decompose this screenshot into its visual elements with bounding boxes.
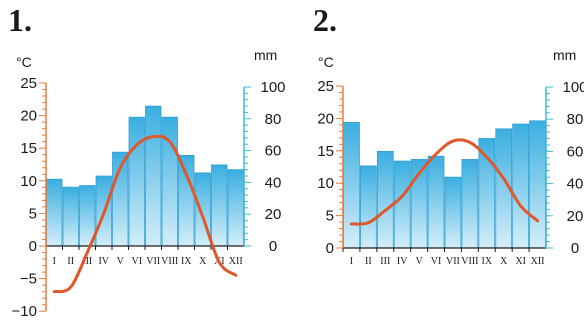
precipitation-bar <box>178 154 195 247</box>
temperature-tick-label: 15 <box>317 143 334 160</box>
temperature-axis-label: °C <box>318 54 334 70</box>
temperature-line <box>349 138 540 226</box>
precipitation-tick-label: 100 <box>260 79 285 96</box>
precipitation-bar <box>46 178 63 247</box>
precipitation-axis-label: mm <box>254 47 277 63</box>
month-label: II <box>365 256 372 267</box>
temperature-tick-label: 15 <box>20 140 37 157</box>
temperature-tick-label: −10 <box>12 303 37 320</box>
temperature-tick-label: 20 <box>317 110 334 127</box>
month-label: II <box>67 256 74 267</box>
precipitation-tick-label: 0 <box>269 238 277 255</box>
climate-chart-1: 1.°C mmI II III IV V VI VII VIII IX X XI XII25201510… <box>8 2 286 320</box>
temperature-tick-label: 25 <box>317 78 334 95</box>
month-label: XII <box>531 256 545 267</box>
temperature-tick-label: 25 <box>20 75 37 92</box>
precipitation-bar <box>128 116 145 247</box>
temperature-tick-label: 0 <box>29 238 37 255</box>
precipitation-bar <box>512 123 529 249</box>
precipitation-bar <box>360 165 377 249</box>
temperature-tick-label: 20 <box>20 108 37 125</box>
temperature-tick-label: 5 <box>29 205 37 222</box>
precipitation-bar <box>478 138 496 249</box>
precipitation-tick-label: 20 <box>567 208 584 225</box>
precipitation-tick-label: 40 <box>265 174 282 191</box>
precipitation-bar <box>393 160 411 249</box>
month-label: V <box>117 256 125 267</box>
temperature-tick-label: 10 <box>20 173 37 190</box>
month-label: IX <box>181 256 192 267</box>
precipitation-bar <box>427 155 445 249</box>
month-label: VII <box>446 256 460 267</box>
temperature-tick-label: 5 <box>326 208 334 225</box>
month-label: IV <box>397 256 408 267</box>
precipitation-tick-label: 40 <box>567 176 584 193</box>
month-label: X <box>500 256 508 267</box>
precipitation-tick-label: 100 <box>562 79 584 96</box>
precipitation-bar <box>461 159 479 249</box>
month-label: VI <box>431 256 442 267</box>
month-label: IV <box>98 256 109 267</box>
month-label: III <box>82 256 92 267</box>
temperature-axis-label: °C <box>16 54 32 70</box>
precipitation-bar <box>145 105 162 247</box>
precipitation-axis-label: mm <box>553 47 576 63</box>
month-label: VII <box>146 256 160 267</box>
precipitation-bar <box>211 164 228 247</box>
temperature-tick-label: 10 <box>317 175 334 192</box>
climate-chart-2: 2.°C mmI II III IV V VI VII VIII IX X XI XII25201510… <box>313 2 584 267</box>
precipitation-bar <box>343 122 360 249</box>
precipitation-tick-label: 60 <box>265 143 282 160</box>
month-label: VI <box>131 256 142 267</box>
precipitation-tick-label: 20 <box>265 206 282 223</box>
month-label: X <box>199 256 207 267</box>
temperature-tick-label: −5 <box>20 271 37 288</box>
precipitation-bar <box>376 150 394 249</box>
precipitation-tick-label: 80 <box>567 111 584 128</box>
chart-number: 2. <box>313 2 337 38</box>
precipitation-bar <box>444 176 462 249</box>
month-label: IX <box>482 256 493 267</box>
temperature-tick-label: 0 <box>326 240 334 257</box>
month-label: I <box>350 256 353 267</box>
precipitation-bar <box>62 186 79 247</box>
month-label: VIII <box>461 256 478 267</box>
precipitation-tick-label: 60 <box>567 143 584 160</box>
precipitation-tick-label: 0 <box>571 240 579 257</box>
month-label: XII <box>229 256 243 267</box>
month-label: III <box>380 256 390 267</box>
temperature-line <box>52 134 238 294</box>
month-label: V <box>416 256 424 267</box>
precipitation-bar <box>227 169 244 247</box>
month-label: VIII <box>161 256 178 267</box>
precipitation-tick-label: 80 <box>265 111 282 128</box>
month-label: I <box>53 256 56 267</box>
month-label: XI <box>515 256 526 267</box>
chart-number: 1. <box>8 2 32 38</box>
precipitation-bar <box>529 120 546 249</box>
